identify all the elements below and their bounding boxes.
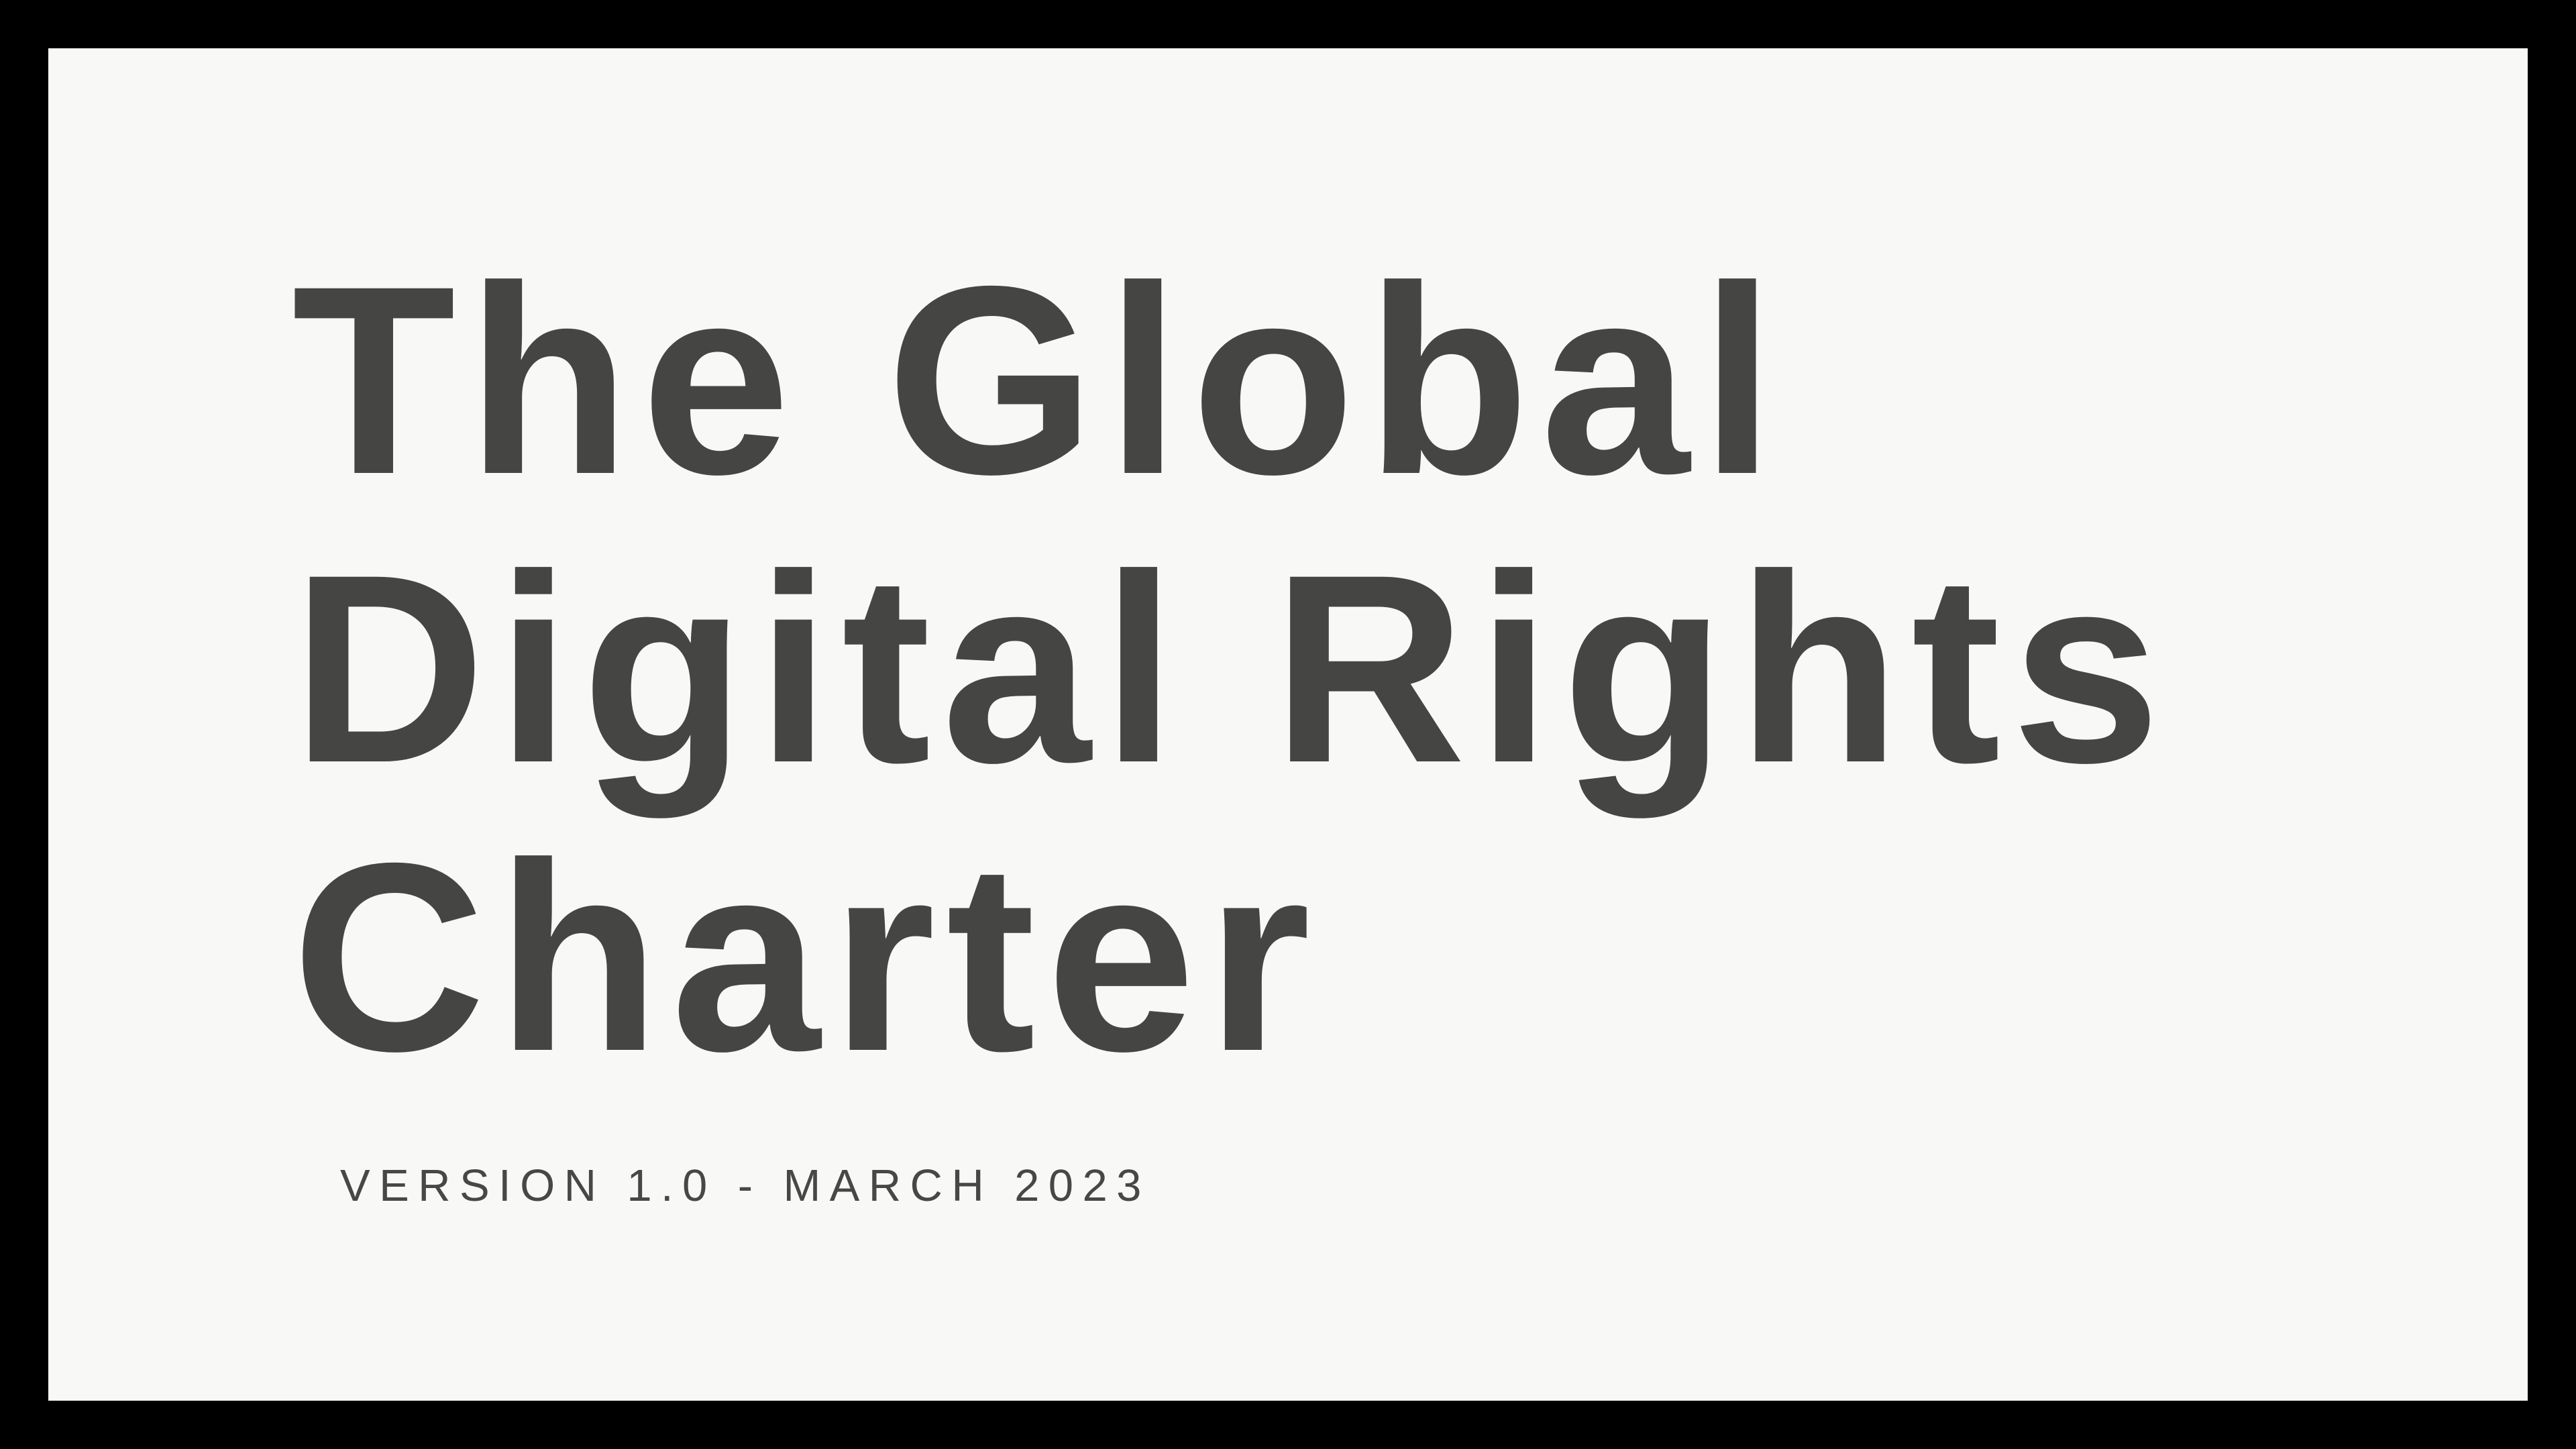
subtitle-version-date: VERSION 1.0 - MARCH 2023 xyxy=(340,1161,1150,1211)
slide-canvas: The Global Digital Rights Charter VERSIO… xyxy=(48,48,2528,1401)
page-title: The Global Digital Rights Charter xyxy=(292,236,2171,1102)
title-line-3: Charter xyxy=(292,807,1322,1107)
title-line-1: The Global xyxy=(292,230,1786,530)
title-line-2: Digital Rights xyxy=(292,519,2171,818)
